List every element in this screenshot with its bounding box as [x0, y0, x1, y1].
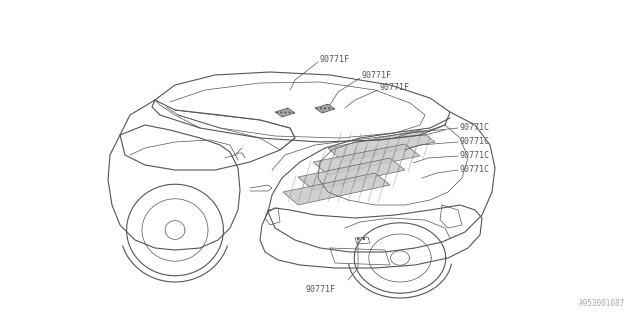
Polygon shape	[275, 108, 295, 117]
Text: 90771C: 90771C	[460, 124, 490, 132]
Polygon shape	[328, 130, 435, 162]
Text: A953001087: A953001087	[579, 299, 625, 308]
Polygon shape	[283, 173, 390, 205]
Text: 90771C: 90771C	[460, 138, 490, 147]
Text: 90771C: 90771C	[460, 151, 490, 161]
Text: 90771F: 90771F	[362, 71, 392, 81]
Polygon shape	[315, 104, 335, 113]
Polygon shape	[313, 144, 420, 175]
Text: 90771F: 90771F	[380, 84, 410, 92]
Text: 90771F: 90771F	[305, 285, 335, 294]
Polygon shape	[298, 158, 405, 190]
Text: 90771F: 90771F	[320, 55, 350, 65]
Text: 90771C: 90771C	[460, 165, 490, 174]
